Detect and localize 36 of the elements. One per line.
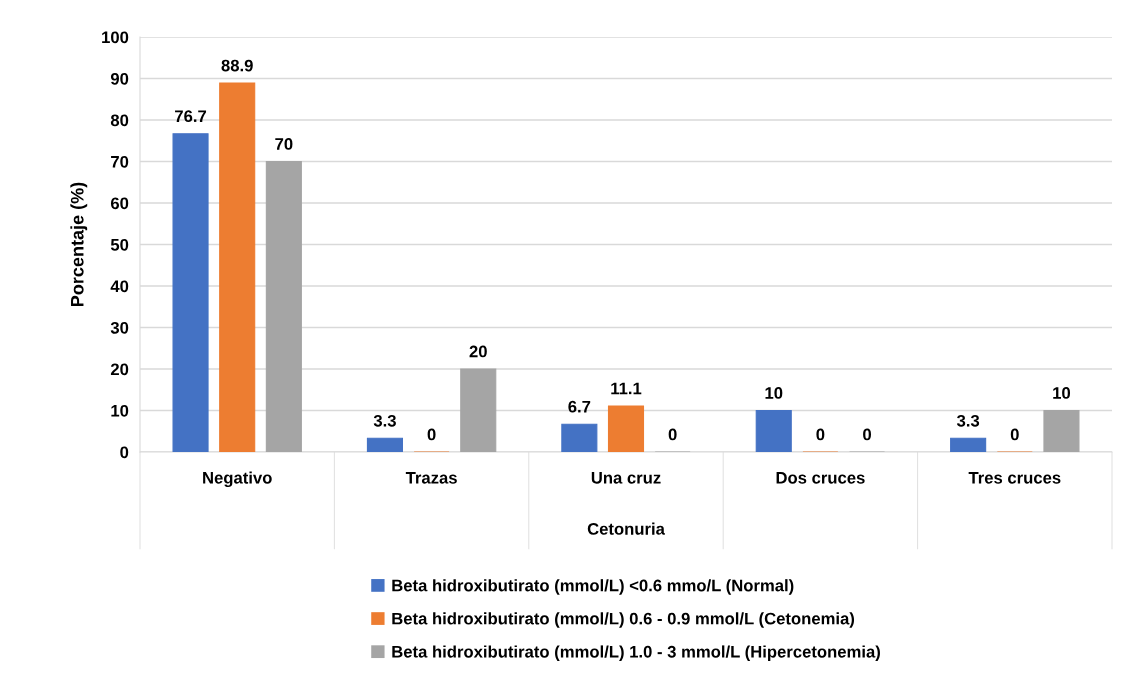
- x-tick-label: Tres cruces: [968, 472, 1061, 484]
- data-label: 3.3: [373, 414, 396, 427]
- y-tick-label: 30: [110, 321, 129, 334]
- data-label: 6.7: [568, 400, 591, 413]
- y-tick-label: 0: [120, 446, 129, 459]
- x-axis-title: Cetonuria: [587, 522, 665, 535]
- x-tick-label: Una cruz: [591, 472, 661, 484]
- y-tick-label: 10: [111, 404, 129, 417]
- data-label: 70: [275, 138, 293, 150]
- y-tick-label: 50: [110, 238, 129, 251]
- legend-label: Beta hidroxibutirato (mmol/L) <0.6 mmo/L (Normal): [392, 579, 794, 595]
- data-label: 0: [668, 428, 677, 441]
- data-label: 10: [1053, 387, 1071, 399]
- x-tick-label: Negativo: [203, 471, 272, 488]
- legend-label: Beta hidroxibutirato (mmol/L) 0.6 - 0.9 mmol/L (Cetonemia): [392, 612, 855, 628]
- y-tick-label: 60: [110, 197, 129, 210]
- y-tick-label: 70: [111, 155, 129, 168]
- y-tick-label: 100: [102, 31, 129, 44]
- data-label: 3.3: [956, 414, 980, 427]
- data-label: 11.1: [611, 382, 642, 395]
- x-tick-label: Dos cruces: [776, 472, 865, 484]
- data-label: 10: [765, 387, 783, 399]
- data-label: 0: [816, 428, 825, 441]
- y-tick-label: 20: [110, 363, 129, 376]
- data-label: 76.7: [175, 110, 207, 123]
- data-label: 20: [469, 345, 487, 358]
- y-tick-label: 80: [110, 114, 129, 127]
- legend-label: Beta hidroxibutirato (mmol/L) 1.0 - 3 mmol/L (Hipercetonemia): [392, 645, 880, 661]
- data-label: 0: [427, 428, 436, 441]
- y-tick-label: 40: [110, 280, 129, 293]
- data-label: 0: [863, 428, 872, 441]
- y-tick-label: 90: [110, 72, 129, 85]
- x-tick-label: Trazas: [405, 472, 457, 484]
- data-label: 0: [1010, 428, 1019, 441]
- y-axis-title: Porcentaje (%): [70, 182, 88, 306]
- data-label: 88.9: [221, 59, 253, 72]
